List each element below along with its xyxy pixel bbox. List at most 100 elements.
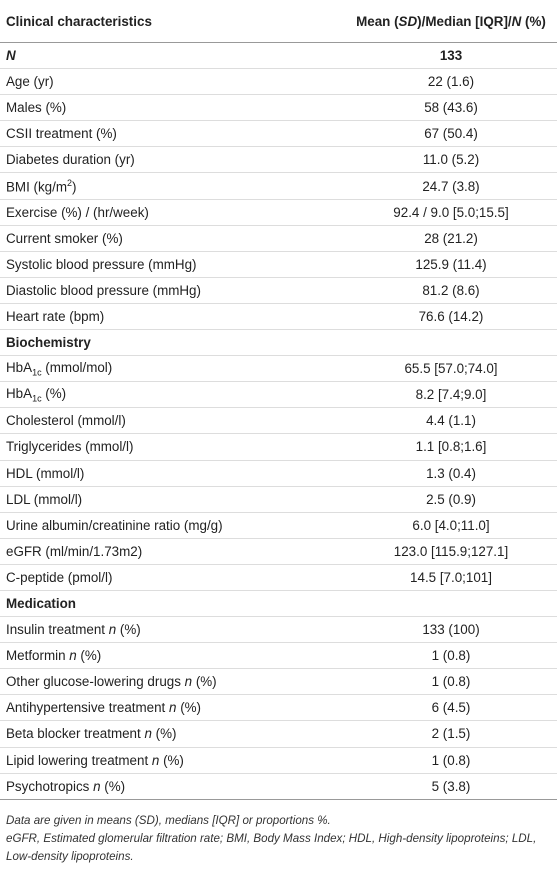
data-row: eGFR (ml/min/1.73m2) 123.0 [115.9;127.1] — [0, 538, 557, 565]
text: N — [6, 48, 16, 64]
data-row: Males (%) 58 (43.6) — [0, 94, 557, 122]
text: 22 (1.6) — [427, 74, 475, 90]
text: )/Median [IQR]/ — [417, 13, 512, 29]
text: Urine albumin/creatinine ratio (mg/g) — [6, 517, 223, 533]
text: n — [108, 622, 117, 638]
text: Triglycerides (mmol/l) — [6, 439, 134, 455]
row-value: 76.6 (14.2) — [345, 303, 557, 331]
text: 1 (0.8) — [431, 752, 471, 768]
row-label: Systolic blood pressure (mmHg) — [0, 251, 345, 278]
data-row: Cholesterol (mmol/l) 4.4 (1.1) — [0, 407, 557, 435]
row-label: N — [0, 42, 345, 70]
section-row: Medication — [0, 590, 557, 618]
row-value: 5 (3.8) — [345, 773, 557, 800]
text: Males (%) — [6, 100, 67, 116]
data-row: HbA1c (mmol/mol) 65.5 [57.0;74.0] — [0, 355, 557, 383]
text: Medication — [6, 596, 76, 612]
column-header: Clinical characteristics — [0, 0, 345, 43]
row-label: Urine albumin/creatinine ratio (mg/g) — [0, 512, 345, 539]
text: Metformin — [6, 648, 70, 664]
text: 1c — [32, 393, 42, 404]
text: 1.3 (0.4) — [426, 465, 476, 481]
row-label: Lipid lowering treatment n (%) — [0, 747, 345, 774]
row-label: Other glucose-lowering drugs n (%) — [0, 668, 345, 696]
row-label: Triglycerides (mmol/l) — [0, 433, 345, 461]
text: (%) — [116, 622, 141, 638]
text: 24.7 (3.8) — [422, 178, 480, 194]
text: Exercise (%) / (hr/week) — [6, 204, 149, 220]
data-row: CSII treatment (%) 67 (50.4) — [0, 120, 557, 148]
text: Beta blocker treatment — [6, 726, 145, 742]
text: (%) — [176, 700, 202, 716]
text: 123.0 [115.9;127.1] — [393, 543, 509, 559]
text: 8.2 [7.4;9.0] — [415, 387, 487, 403]
text: 58 (43.6) — [424, 100, 478, 116]
section-label: Medication — [0, 590, 345, 618]
row-label: CSII treatment (%) — [0, 120, 345, 148]
text: 125.9 (11.4) — [415, 256, 487, 272]
text: LDL (mmol/l) — [6, 491, 83, 507]
footnote: Data are given in means (SD), medians [I… — [6, 812, 551, 830]
text: 6.0 [4.0;11.0] — [412, 517, 490, 533]
text: 11.0 (5.2) — [422, 152, 480, 168]
column-header: Mean (SD)/Median [IQR]/N (%) — [345, 0, 557, 43]
text: 92.4 / 9.0 [5.0;15.5] — [393, 204, 509, 220]
row-value: 11.0 (5.2) — [345, 146, 557, 174]
text: Data are given in means (SD), medians [I… — [6, 813, 331, 827]
data-row: Diabetes duration (yr) 11.0 (5.2) — [0, 146, 557, 174]
section-row: Biochemistry — [0, 329, 557, 357]
row-value: 2.5 (0.9) — [345, 486, 557, 513]
text: 4.4 (1.1) — [426, 413, 476, 429]
text: 1.1 [0.8;1.6] — [415, 439, 487, 455]
data-row: C-peptide (pmol/l) 14.5 [7.0;101] — [0, 564, 557, 591]
row-value: 6 (4.5) — [345, 694, 557, 722]
text: 1c — [32, 367, 42, 378]
row-value: 133 (100) — [345, 616, 557, 644]
row-label: Psychotropics n (%) — [0, 773, 345, 800]
text: n — [184, 674, 193, 690]
row-value: 2 (1.5) — [345, 720, 557, 748]
text: 2 — [67, 177, 73, 188]
text: eGFR, Estimated glomerular filtration ra… — [6, 831, 537, 863]
text: (%) — [159, 752, 184, 768]
footnote: eGFR, Estimated glomerular filtration ra… — [6, 830, 551, 866]
row-value: 4.4 (1.1) — [345, 407, 557, 435]
data-row: Triglycerides (mmol/l) 1.1 [0.8;1.6] — [0, 433, 557, 461]
text: 14.5 [7.0;101] — [410, 569, 492, 585]
text: (%) — [151, 726, 177, 742]
text: (%) — [41, 385, 67, 401]
data-row: Metformin n (%) 1 (0.8) — [0, 642, 557, 670]
text: n — [93, 778, 101, 794]
row-label: Diastolic blood pressure (mmHg) — [0, 277, 345, 304]
text: 2.5 (0.9) — [426, 491, 476, 507]
text: n — [169, 700, 177, 716]
data-row: BMI (kg/m2) 24.7 (3.8) — [0, 172, 557, 200]
cell — [345, 329, 557, 357]
data-row: Psychotropics n (%) 5 (3.8) — [0, 773, 557, 800]
row-value: 1 (0.8) — [345, 668, 557, 696]
data-row: Heart rate (bpm) 76.6 (14.2) — [0, 303, 557, 331]
row-value: 1 (0.8) — [345, 642, 557, 670]
row-label: Cholesterol (mmol/l) — [0, 407, 345, 435]
text: CSII treatment (%) — [6, 126, 117, 142]
data-row: Age (yr) 22 (1.6) — [0, 68, 557, 96]
text: N — [511, 13, 522, 29]
text: n — [69, 648, 77, 664]
text: HbA — [6, 385, 33, 401]
row-label: Insulin treatment n (%) — [0, 616, 345, 644]
row-value: 8.2 [7.4;9.0] — [345, 381, 557, 409]
text: Insulin treatment — [6, 622, 109, 638]
row-value: 6.0 [4.0;11.0] — [345, 512, 557, 539]
text: Age (yr) — [6, 74, 54, 90]
text: C-peptide (pmol/l) — [6, 569, 113, 585]
row-value: 133 — [345, 42, 557, 70]
row-value: 22 (1.6) — [345, 68, 557, 96]
data-row: Diastolic blood pressure (mmHg) 81.2 (8.6… — [0, 277, 557, 304]
text: (%) — [76, 648, 102, 664]
row-value: 81.2 (8.6) — [345, 277, 557, 304]
text: Mean ( — [356, 13, 399, 29]
text: Current smoker (%) — [6, 230, 123, 246]
table-body: N 133 Age (yr) 22 (1.6) Males (%) 58 (43.6) CS… — [0, 42, 557, 800]
